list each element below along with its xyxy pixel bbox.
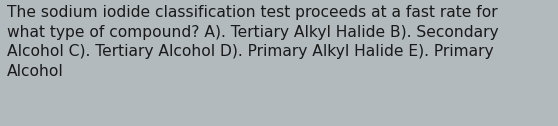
Text: The sodium iodide classification test proceeds at a fast rate for
what type of c: The sodium iodide classification test pr… — [7, 5, 499, 79]
